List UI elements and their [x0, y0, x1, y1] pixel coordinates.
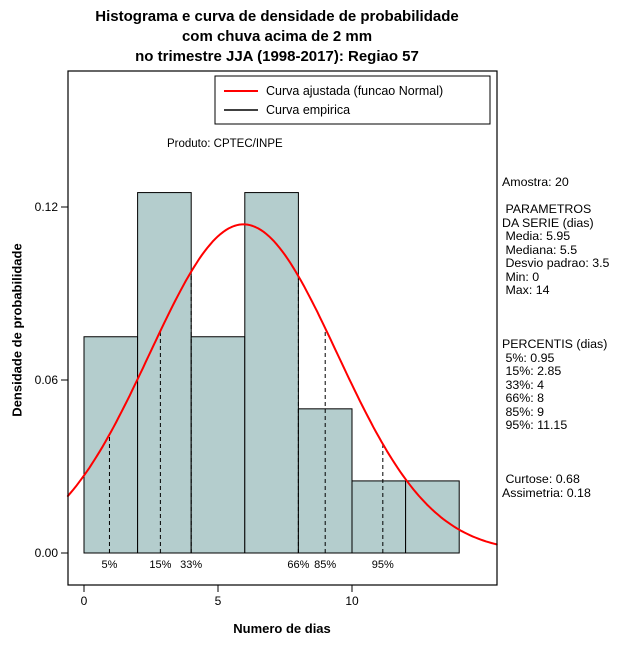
title-line-3: no trimestre JJA (1998-2017): Regiao 57 — [135, 48, 419, 65]
y-tick-label: 0.00 — [35, 546, 59, 560]
plot-box — [67, 70, 498, 586]
title-line-2: com chuva acima de 2 mm — [181, 28, 373, 45]
normal-curve — [66, 223, 498, 546]
x-tick-label: 10 — [345, 594, 359, 608]
percentile-lines — [108, 271, 384, 553]
axes: 0.00 0.06 0.12 0 5 10 5% 15% 33% 66% 85% 95% — [35, 200, 394, 608]
legend: Curva ajustada (funcao Normal) Curva empi… — [214, 75, 491, 125]
x-tick-label: 0 — [81, 594, 88, 608]
histogram-bar — [351, 480, 407, 554]
histogram-bars — [83, 192, 460, 554]
x-tick-label: 5 — [215, 594, 222, 608]
percentile-label: 33% — [180, 559, 202, 571]
y-tick-label: 0.12 — [35, 200, 59, 214]
percentile-label: 66% — [287, 559, 309, 571]
percentile-label: 5% — [102, 559, 118, 571]
y-axis-label: Densidade de probabilidade — [9, 243, 25, 417]
percentile-label: 95% — [372, 559, 394, 571]
legend-label: Curva empirica — [266, 103, 350, 117]
y-tick-label: 0.06 — [35, 373, 59, 387]
histogram-bar — [190, 336, 246, 554]
chart-title: Histograma e curva de densidade de proba… — [0, 7, 554, 67]
percentile-label: 15% — [149, 559, 171, 571]
histogram-bar — [244, 192, 299, 554]
histogram-bar — [83, 336, 139, 554]
histogram-bar — [137, 192, 192, 554]
percentile-label: 85% — [314, 559, 336, 571]
stats-panel: Amostra: 20 PARAMETROS DA SERIE (dias) M… — [502, 175, 610, 500]
product-note: Produto: CPTEC/INPE — [167, 138, 283, 150]
legend-box — [214, 75, 491, 125]
x-axis-label: Numero de dias — [233, 621, 331, 636]
legend-label: Curva ajustada (funcao Normal) — [266, 84, 443, 98]
histogram-bar — [405, 480, 460, 554]
title-line-1: Histograma e curva de densidade de proba… — [95, 8, 459, 25]
